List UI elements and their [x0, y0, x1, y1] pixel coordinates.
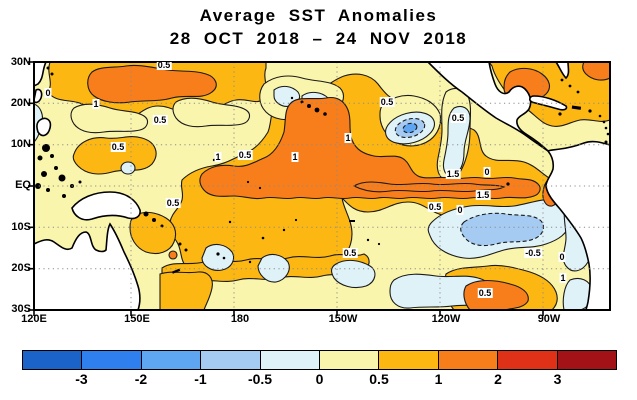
- lat-tick-label: 30S: [11, 303, 31, 316]
- anomaly-colorbar: [22, 350, 617, 370]
- colorbar-tick-label: 2: [494, 371, 502, 387]
- colorbar-segment: [259, 351, 320, 369]
- landmasses: [33, 61, 611, 311]
- small-islands: [35, 66, 610, 274]
- colorbar-segment: [140, 351, 201, 369]
- cold-eye-core: [402, 122, 418, 134]
- colorbar-segment: [319, 351, 379, 369]
- colorbar-segment: [378, 351, 438, 369]
- colorbar-segment: [81, 351, 141, 369]
- new-guinea: [71, 191, 141, 221]
- colorbar-segment: [23, 351, 82, 369]
- colorbar-tick-label: -3: [75, 371, 88, 387]
- chart-subtitle-date-range: 28 OCT 2018 – 24 NOV 2018: [169, 29, 468, 48]
- colorbar-segment: [200, 351, 260, 369]
- lon-tick-label: 180: [230, 313, 250, 325]
- colorbar-tick-label: 0.5: [369, 371, 389, 387]
- australia: [33, 222, 141, 311]
- colorbar-segment: [437, 351, 498, 369]
- lon-tick-label: 120W: [431, 313, 461, 325]
- lat-tick-label: 30N: [10, 55, 31, 68]
- cuba: [529, 95, 568, 111]
- lat-tick-label: 10S: [11, 220, 31, 233]
- lat-tick-label: EQ: [15, 179, 31, 192]
- lat-tick-label: 20S: [11, 262, 31, 275]
- gridlines: [34, 62, 610, 310]
- colorbar-tick-label: 0: [315, 371, 324, 387]
- colorbar-segment: [556, 351, 617, 369]
- lat-tick-label: 20N: [10, 96, 31, 109]
- lon-tick-label: 90W: [537, 313, 561, 325]
- cool-anomaly-0p5: [394, 117, 545, 247]
- chart-title: Average SST Anomalies: [199, 6, 438, 25]
- colorbar-tick-label: 3: [553, 371, 562, 387]
- south-america: [545, 140, 611, 311]
- colorbar-tick-label: -1: [194, 371, 207, 387]
- lon-tick-label: 120E: [21, 313, 47, 325]
- lat-tick-label: 10N: [10, 138, 31, 151]
- north-america: [426, 61, 549, 152]
- colorbar-tick-label: 1: [434, 371, 443, 387]
- contour-1p5-line: [352, 181, 506, 193]
- colorbar-tick-label: -0.5: [247, 371, 273, 387]
- lon-tick-label: 150E: [124, 313, 150, 325]
- axis-ticks: [28, 61, 544, 316]
- lon-tick-label: 150W: [328, 313, 358, 325]
- colorbar-segment: [497, 351, 557, 369]
- sst-anomaly-map: [28, 61, 611, 316]
- florida: [554, 61, 570, 80]
- colorbar-tick-label: -2: [134, 371, 148, 387]
- luzon: [36, 117, 52, 137]
- taiwan: [33, 88, 43, 104]
